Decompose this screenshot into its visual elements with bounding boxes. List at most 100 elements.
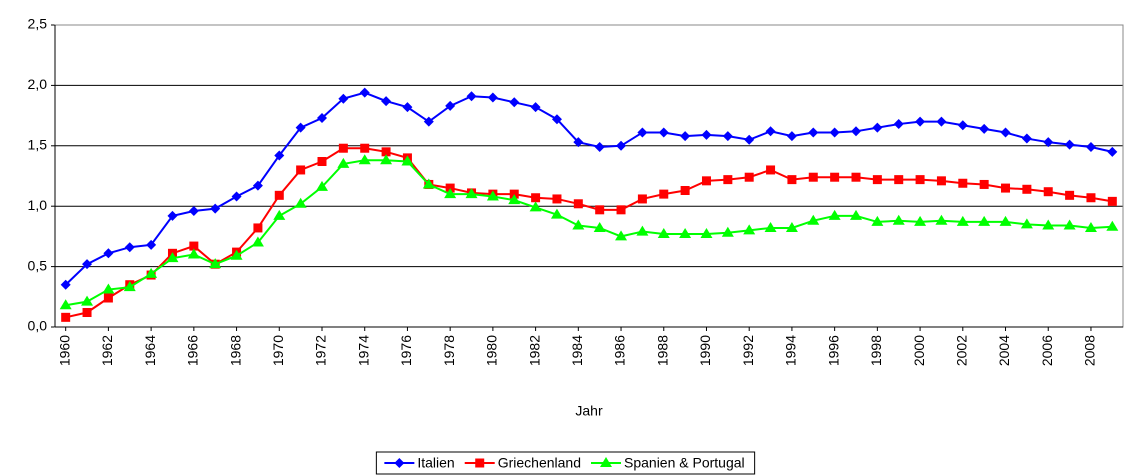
data-point xyxy=(531,193,541,203)
data-point xyxy=(1063,219,1076,230)
x-tick-label: 1968 xyxy=(227,335,243,366)
legend-label: Italien xyxy=(417,455,454,471)
data-point xyxy=(551,114,562,125)
data-point xyxy=(786,131,797,142)
data-point xyxy=(744,134,755,145)
data-point xyxy=(701,129,712,140)
plot-frame xyxy=(54,24,1124,328)
data-point xyxy=(465,188,478,199)
x-tick-label: 1990 xyxy=(697,335,713,366)
data-point xyxy=(381,147,391,157)
x-tick-label: 1978 xyxy=(441,335,457,366)
x-tick-label: 1994 xyxy=(783,335,799,366)
data-point xyxy=(935,214,948,225)
data-point xyxy=(1043,187,1053,197)
data-point xyxy=(680,185,690,195)
data-point xyxy=(509,97,520,108)
data-point xyxy=(187,248,200,259)
data-point xyxy=(1086,193,1096,203)
data-point xyxy=(1001,183,1011,193)
data-point xyxy=(872,122,883,133)
data-point xyxy=(146,239,157,250)
data-point xyxy=(486,190,499,201)
data-point xyxy=(871,215,884,226)
x-tick-label: 1974 xyxy=(355,335,371,366)
data-point xyxy=(1084,221,1097,232)
data-point xyxy=(402,102,413,113)
data-point xyxy=(422,178,435,189)
data-point xyxy=(1022,184,1032,194)
data-point xyxy=(550,208,563,219)
data-point xyxy=(956,215,969,226)
data-point xyxy=(593,221,606,232)
x-tick-label: 1970 xyxy=(270,335,286,366)
data-point xyxy=(828,209,841,220)
x-tick-label: 1966 xyxy=(185,335,201,366)
data-point xyxy=(253,223,263,233)
data-point xyxy=(914,215,927,226)
data-point xyxy=(659,189,669,199)
data-point xyxy=(295,122,306,133)
legend-marker xyxy=(394,458,405,468)
data-point xyxy=(380,154,393,165)
data-point xyxy=(1065,190,1075,200)
data-point xyxy=(743,224,756,235)
legend-box xyxy=(375,451,756,475)
x-tick-label: 1962 xyxy=(99,335,115,366)
data-point xyxy=(978,215,991,226)
data-point xyxy=(466,91,477,102)
data-point xyxy=(979,123,990,134)
data-point xyxy=(936,116,947,127)
data-point xyxy=(850,209,862,220)
data-point xyxy=(103,293,113,303)
y-tick-label: 0,0 xyxy=(28,318,48,334)
data-point xyxy=(1106,220,1119,231)
x-tick-label: 1996 xyxy=(825,335,841,366)
data-point xyxy=(615,230,628,241)
x-tick-label: 1984 xyxy=(569,335,585,366)
data-point xyxy=(274,150,285,161)
data-point xyxy=(787,175,797,185)
data-point xyxy=(188,206,199,217)
data-point xyxy=(167,210,178,221)
x-tick-label: 1992 xyxy=(740,335,756,366)
data-point xyxy=(273,209,286,220)
data-point xyxy=(274,190,284,200)
x-tick-label: 1988 xyxy=(654,335,670,366)
data-point xyxy=(102,283,115,294)
data-point xyxy=(251,236,264,247)
data-point xyxy=(1043,137,1054,148)
data-point xyxy=(1021,133,1032,144)
data-point xyxy=(252,180,263,191)
data-point xyxy=(444,188,457,199)
data-point xyxy=(166,252,179,263)
data-point xyxy=(723,175,733,185)
data-point xyxy=(573,137,584,148)
data-point xyxy=(936,176,946,186)
data-point xyxy=(529,201,542,212)
data-point xyxy=(360,143,370,153)
data-point xyxy=(189,241,199,251)
data-point xyxy=(915,116,926,127)
data-point xyxy=(358,154,371,165)
data-point xyxy=(680,131,691,142)
x-tick-label: 1982 xyxy=(526,335,542,366)
y-tick-label: 1,0 xyxy=(28,197,48,213)
data-point xyxy=(487,92,498,103)
data-point xyxy=(637,127,648,138)
data-point xyxy=(872,175,882,185)
y-tick-label: 0,5 xyxy=(28,257,48,273)
data-point xyxy=(722,131,733,142)
data-point xyxy=(572,219,585,230)
data-point xyxy=(1042,219,1055,230)
data-point xyxy=(851,126,861,137)
series-line xyxy=(64,91,1113,286)
data-point xyxy=(957,120,968,131)
data-point xyxy=(808,172,818,182)
data-point xyxy=(509,189,519,199)
data-point xyxy=(637,194,647,204)
y-tick-label: 1,5 xyxy=(28,137,48,153)
x-tick-label: 1972 xyxy=(313,335,329,366)
data-point xyxy=(401,155,414,166)
data-point xyxy=(658,127,669,138)
